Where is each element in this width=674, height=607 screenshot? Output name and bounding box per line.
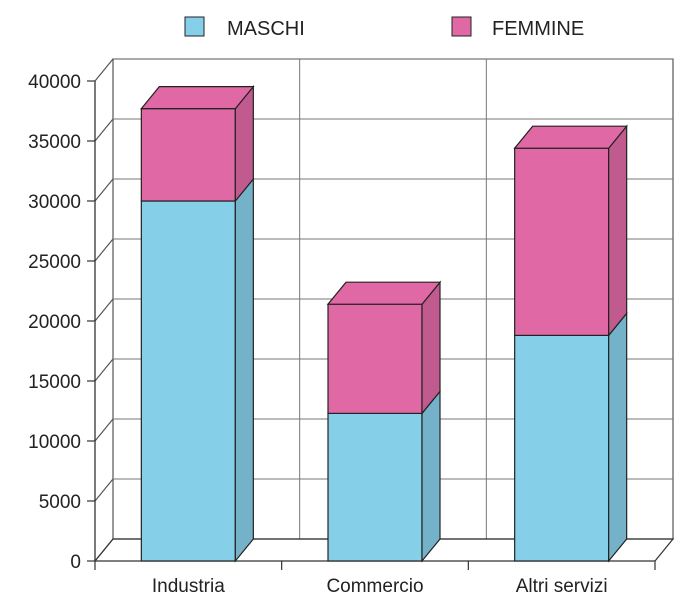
- bar-top-femmine: [140, 85, 255, 110]
- bar-front-femmine: [140, 107, 236, 202]
- legend-label-femmine: FEMMINE: [492, 18, 584, 40]
- legend: MASCHI FEMMINE: [184, 16, 584, 40]
- bar-side-femmine: [421, 280, 441, 416]
- wall-gridline: [94, 118, 114, 142]
- y-tick-label: 0: [70, 552, 81, 573]
- category-label: Commercio: [326, 576, 423, 597]
- labels: 0 5000 10000 15000 20000 25000 30000 35000 40000…: [28, 72, 607, 597]
- wall-gridline: [94, 358, 114, 382]
- bar-front-maschi: [140, 200, 236, 562]
- wall-gridline: [94, 478, 114, 502]
- bars: [140, 84, 628, 563]
- axes: [87, 80, 674, 570]
- y-tick-label: 15000: [28, 372, 81, 393]
- y-tick-label: 10000: [28, 432, 81, 453]
- legend-label-maschi: MASCHI: [227, 18, 305, 40]
- bar-top-femmine: [513, 125, 628, 149]
- bar-front-femmine: [327, 303, 423, 415]
- y-tick-label: 20000: [28, 312, 81, 333]
- wall-gridline: [94, 58, 114, 82]
- bar-side-femmine: [608, 124, 628, 338]
- bar-side-maschi: [608, 311, 628, 563]
- category-label: Industria: [152, 576, 225, 597]
- bar-front-femmine: [514, 147, 610, 336]
- y-tick-label: 5000: [39, 492, 81, 513]
- bar-top-femmine: [326, 281, 442, 305]
- category-label: Altri servizi: [516, 576, 608, 597]
- y-tick-label: 30000: [28, 192, 81, 213]
- legend-swatch-maschi: [184, 16, 205, 37]
- y-tick-label: 25000: [28, 252, 81, 273]
- bar-front-maschi: [327, 412, 423, 562]
- bar-side-maschi: [421, 389, 441, 563]
- y-tick-label: 40000: [28, 72, 81, 93]
- bar-front-maschi: [514, 334, 610, 562]
- wall-gridline: [94, 178, 114, 202]
- wall-gridline: [94, 418, 114, 442]
- bar-side-maschi: [234, 177, 254, 563]
- legend-swatch-femmine: [451, 16, 472, 37]
- wall-gridline: [94, 238, 114, 262]
- y-tick-label: 35000: [28, 132, 81, 153]
- wall-gridline: [94, 298, 114, 322]
